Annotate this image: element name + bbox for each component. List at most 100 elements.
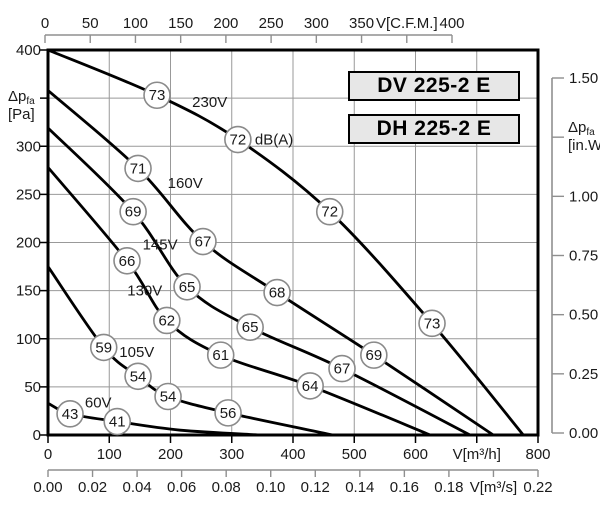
noise-marker-circle-230V [315, 197, 344, 226]
noise-marker-circle-105V [89, 333, 118, 362]
noise-marker-circle-230V [224, 125, 252, 154]
model-label-dv-225-2-e: DV 225-2 E [348, 71, 520, 101]
pa-axis-label: 300 [16, 138, 41, 155]
noise-marker-value-145V: 65 [242, 319, 259, 336]
cfm-axis-label: 100 [123, 15, 148, 32]
m3s-axis-label: 0.12 [301, 479, 330, 496]
m3h-axis-label: 200 [158, 446, 183, 463]
noise-marker-value-60V: 43 [62, 406, 79, 423]
cfm-axis-label: 200 [213, 15, 238, 32]
cfm-axis-label: 0 [41, 15, 49, 32]
m3s-axis-label: 0.18 [434, 479, 463, 496]
m3s-axis-label: 0.08 [212, 479, 241, 496]
m3s-axis-label: 0.06 [167, 479, 196, 496]
noise-marker-value-160V: 71 [130, 160, 147, 177]
noise-marker-value-230V: 72 [321, 204, 338, 221]
inwg-axis-label: 0.50 [569, 307, 598, 324]
noise-marker-value-160V: 67 [195, 234, 212, 251]
noise-marker-value-145V: 69 [125, 204, 142, 221]
pa-axis-label: 200 [16, 235, 41, 252]
m3s-axis-label: 0.16 [390, 479, 419, 496]
m3h-axis-label: V[m³/h] [453, 446, 501, 463]
noise-marker-value-130V: 62 [158, 312, 175, 329]
curve-160V [46, 89, 495, 437]
noise-marker-value-160V: 68 [269, 285, 286, 302]
cfm-axis-label: 400 [439, 15, 464, 32]
noise-marker-value-230V: 73 [149, 87, 166, 104]
m3s-axis-label: V[m³/s] [470, 479, 518, 496]
m3h-axis-label: 0 [44, 446, 52, 463]
cfm-axis-label: V[C.F.M.] [376, 15, 438, 32]
m3s-axis-label: 0.00 [33, 479, 62, 496]
cfm-axis-label: 250 [259, 15, 284, 32]
voltage-label-230V: 230V [192, 94, 227, 111]
voltage-label-105V: 105V [119, 344, 154, 361]
noise-marker-value-145V: 67 [334, 361, 351, 378]
m3h-axis-label: 600 [403, 446, 428, 463]
noise-marker-value-105V: 59 [95, 339, 112, 356]
m3h-axis-label: 400 [280, 446, 305, 463]
noise-marker-circle-160V [360, 341, 388, 369]
curve-145V [46, 126, 472, 437]
cfm-axis-label: 150 [168, 15, 193, 32]
model-label-dh-225-2-e: DH 225-2 E [348, 114, 520, 144]
noise-marker-circle-145V [173, 272, 201, 301]
noise-marker-value-145V: 65 [179, 279, 196, 296]
m3s-axis-label: 0.02 [78, 479, 107, 496]
noise-marker-circle-60V [56, 400, 84, 428]
noise-marker-value-105V: 56 [220, 405, 237, 422]
inwg-axis-unit: Δpfa [568, 119, 595, 138]
m3h-axis-label: 300 [219, 446, 244, 463]
m3s-axis-label: 0.04 [122, 479, 151, 496]
noise-marker-circle-130V [296, 372, 324, 400]
noise-marker-value-160V: 69 [366, 347, 383, 364]
cfm-axis-label: 300 [304, 15, 329, 32]
noise-marker-circle-160V [189, 227, 217, 256]
noise-marker-value-130V: 64 [302, 378, 319, 395]
noise-marker-circle-105V [124, 362, 152, 391]
inwg-axis-unit-unit2: [in.WG] [568, 137, 600, 154]
m3s-axis-label: 0.14 [345, 479, 374, 496]
pa-axis-unit: Δpfa [8, 88, 35, 107]
m3h-axis-label: 100 [97, 446, 122, 463]
noise-marker-value-105V: 54 [130, 368, 147, 385]
m3h-axis-label: 500 [342, 446, 367, 463]
noise-marker-circle-230V [143, 81, 171, 110]
pa-axis-label: 400 [16, 42, 41, 59]
voltage-label-145V: 145V [143, 236, 178, 253]
curve-130V [46, 166, 432, 437]
pa-axis-label: 50 [24, 379, 41, 396]
pa-axis-label: 100 [16, 331, 41, 348]
plot-border [46, 48, 540, 437]
noise-marker-circle-105V [214, 399, 242, 427]
noise-marker-circle-145V [236, 313, 264, 342]
inwg-axis-label: 0.25 [569, 366, 598, 383]
noise-marker-circle-130V [113, 246, 141, 275]
voltage-label-130V: 130V [127, 283, 162, 300]
noise-marker-value-230V: 72 [230, 132, 247, 149]
inwg-axis-label: 1.50 [569, 70, 598, 87]
pa-axis-label: 0 [33, 427, 41, 444]
noise-marker-value-105V: 54 [160, 389, 177, 406]
noise-marker-circle-60V [103, 407, 132, 436]
curve-105V [46, 265, 335, 437]
noise-marker-circle-160V [263, 278, 291, 307]
inwg-axis-label: 1.00 [569, 188, 598, 205]
m3h-axis-label: 800 [525, 446, 550, 463]
noise-marker-value-60V: 41 [109, 414, 126, 431]
noise-unit-annotation: dB(A) [255, 132, 293, 149]
pa-axis-label: 250 [16, 186, 41, 203]
noise-marker-circle-230V [418, 309, 446, 338]
voltage-label-160V: 160V [168, 175, 203, 192]
noise-marker-value-130V: 66 [119, 253, 136, 270]
voltage-label-60V: 60V [85, 394, 112, 411]
noise-marker-circle-145V [119, 197, 147, 226]
pa-axis-label: 150 [16, 283, 41, 300]
noise-marker-value-230V: 73 [424, 315, 441, 332]
pa-axis-unit-unit2: [Pa] [8, 106, 35, 123]
noise-marker-circle-105V [154, 382, 182, 411]
cfm-axis-label: 350 [349, 15, 374, 32]
noise-marker-circle-145V [328, 354, 356, 383]
